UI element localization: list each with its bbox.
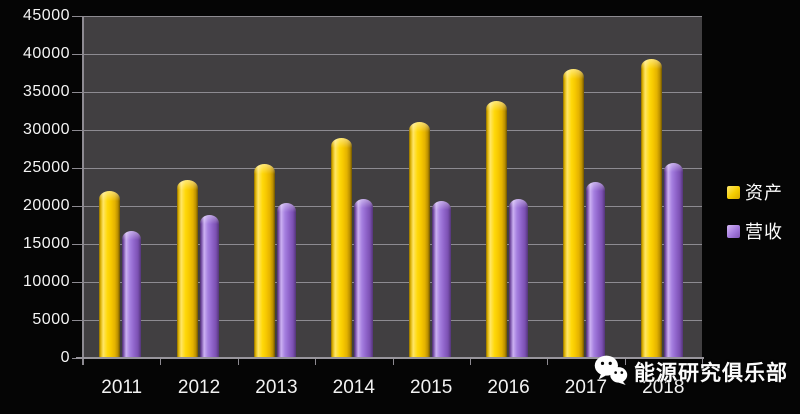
x-tick [160, 358, 162, 365]
x-axis-label: 2018 [642, 377, 685, 398]
x-tick [624, 358, 626, 365]
gridline [83, 282, 702, 283]
x-axis-label: 2013 [255, 377, 298, 398]
legend-label-assets: 资产 [745, 183, 783, 203]
wechat-icon [594, 354, 628, 390]
y-axis-line [82, 16, 84, 365]
y-axis-label: 40000 [23, 45, 70, 62]
y-axis-label: 20000 [23, 197, 70, 214]
y-tick [72, 281, 82, 283]
gridline [83, 54, 702, 55]
bar-revenue [354, 199, 374, 358]
gridline [83, 16, 702, 17]
gridline [83, 244, 702, 245]
bar-revenue [509, 199, 529, 358]
watermark: 能源研究俱乐部 [594, 354, 788, 390]
x-tick [702, 358, 703, 365]
x-tick [315, 358, 317, 365]
bar-assets [408, 121, 430, 358]
bar-assets [640, 59, 662, 358]
y-axis-label: 35000 [23, 83, 70, 100]
bar-assets [331, 137, 353, 358]
y-tick [72, 319, 82, 321]
gridline [83, 320, 702, 321]
x-tick [392, 358, 394, 365]
y-tick [72, 15, 82, 17]
legend-item-revenue: 营收 [727, 218, 783, 244]
x-axis-label: 2015 [410, 377, 453, 398]
x-axis-label: 2011 [101, 377, 143, 398]
y-axis-label: 30000 [23, 121, 70, 138]
bar-revenue [199, 215, 219, 358]
y-axis-label: 25000 [23, 159, 70, 176]
bar-assets [563, 69, 585, 358]
y-tick [72, 167, 82, 169]
bar-assets [176, 180, 198, 358]
x-tick [237, 358, 239, 365]
bar-assets [253, 164, 275, 358]
gridline [83, 92, 702, 93]
y-axis-label: 10000 [23, 273, 70, 290]
x-axis-label: 2012 [177, 377, 221, 398]
legend-label-revenue: 营收 [745, 222, 783, 242]
bar-revenue [122, 231, 142, 358]
y-tick [72, 243, 82, 245]
revenue-swatch-icon [727, 224, 740, 238]
watermark-label: 能源研究俱乐部 [634, 362, 788, 385]
y-axis-label: 45000 [23, 7, 70, 24]
bar-revenue [276, 202, 296, 358]
y-tick [72, 205, 82, 207]
y-axis-label: 15000 [23, 235, 70, 252]
x-tick [469, 358, 471, 365]
bar-revenue [663, 162, 683, 358]
legend-item-assets: 资产 [727, 179, 783, 205]
bar-revenue [431, 201, 451, 358]
x-axis-label: 2017 [564, 377, 608, 398]
y-axis-label: 5000 [32, 311, 70, 328]
y-tick [72, 53, 82, 55]
x-tick [547, 358, 549, 365]
x-tick [83, 358, 84, 365]
assets-swatch-icon [727, 185, 740, 199]
gridline [83, 130, 702, 131]
bar-assets [99, 190, 121, 358]
plot-area [83, 16, 702, 358]
y-tick [72, 129, 82, 131]
y-axis-label: 0 [60, 349, 70, 366]
bar-revenue [586, 182, 606, 358]
x-axis-label: 2014 [332, 377, 375, 398]
legend: 资产 营收 [727, 179, 783, 244]
x-axis-label: 2016 [487, 377, 530, 398]
gridline [83, 168, 702, 169]
y-tick [72, 91, 82, 93]
x-axis-line [76, 357, 704, 359]
gridline [83, 206, 702, 207]
bar-assets [486, 101, 508, 358]
